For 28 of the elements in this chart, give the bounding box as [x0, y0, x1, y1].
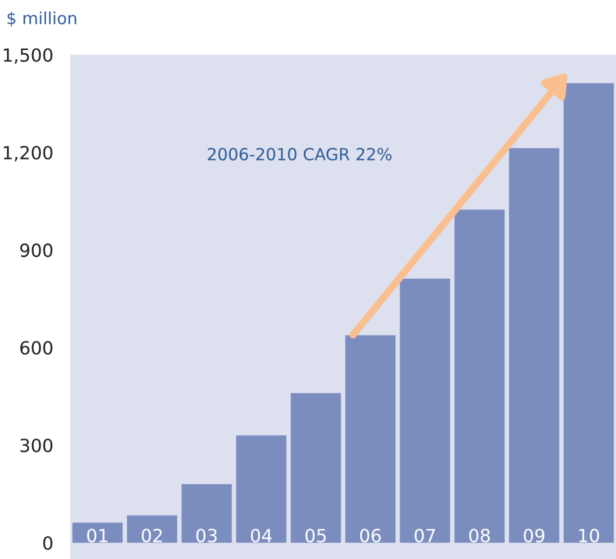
y-tick-label: 600	[20, 341, 52, 355]
bar	[400, 278, 450, 543]
y-tick-label: 1,500	[4, 48, 52, 64]
bar	[454, 210, 505, 543]
x-tick-label: 07	[414, 528, 435, 542]
bar	[564, 83, 614, 543]
x-tick-label: 02	[142, 528, 162, 542]
x-tick-label: 01	[87, 528, 108, 542]
y-axis-title: $ million	[8, 12, 76, 27]
x-tick-label: 04	[250, 528, 272, 542]
x-tick-label: 06	[360, 528, 381, 542]
x-tick-label: 05	[306, 528, 326, 542]
x-tick-label: 03	[196, 528, 217, 542]
x-tick-label: 09	[524, 528, 544, 542]
y-tick-label: 300	[20, 438, 52, 452]
y-tick-label: 0	[43, 536, 52, 550]
bar	[509, 148, 560, 543]
bar	[290, 393, 341, 543]
x-tick-label: 10	[579, 528, 599, 542]
y-tick-label: 900	[20, 243, 52, 258]
x-tick-label: 08	[469, 528, 490, 542]
annotation: 2006-2010 CAGR 22%	[208, 148, 392, 160]
bar	[182, 484, 232, 543]
y-tick-label: 1,200	[4, 146, 52, 162]
bar	[345, 335, 396, 543]
bar	[126, 515, 178, 543]
bar	[72, 522, 123, 543]
bar	[236, 435, 286, 543]
